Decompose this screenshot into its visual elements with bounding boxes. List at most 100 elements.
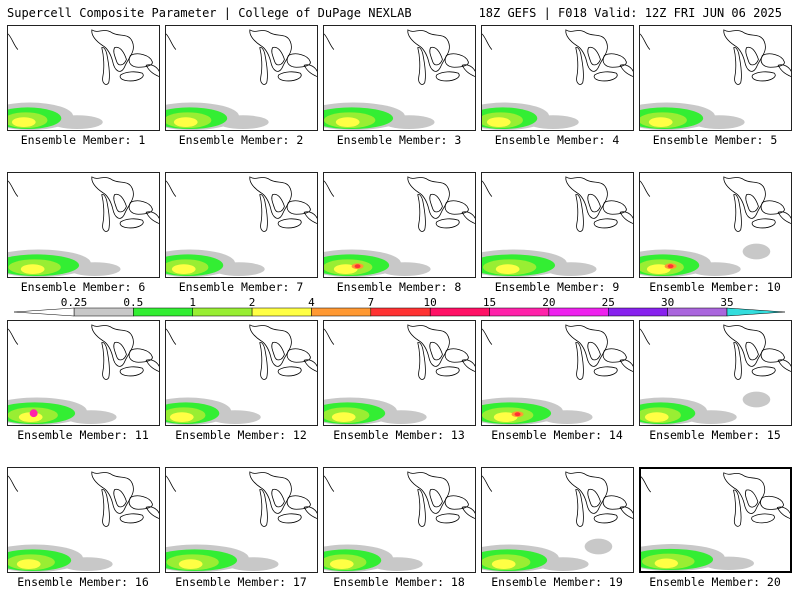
map-17 bbox=[166, 471, 317, 572]
great-lakes-outline bbox=[324, 324, 475, 380]
map-19 bbox=[482, 471, 633, 572]
colorbar-swatch bbox=[489, 307, 550, 317]
scp-gray-area bbox=[742, 391, 771, 408]
scp-gray-area bbox=[527, 115, 579, 130]
member-label-15: Ensemble Member: 15 bbox=[649, 428, 781, 442]
ensemble-panel-20[interactable] bbox=[639, 467, 792, 573]
great-lakes-outline bbox=[324, 176, 475, 232]
great-lakes-outline bbox=[324, 471, 475, 527]
scp-gray-area bbox=[703, 556, 754, 571]
page-title: Supercell Composite Parameter | College … bbox=[7, 6, 412, 20]
member-label-6: Ensemble Member: 6 bbox=[20, 280, 146, 294]
map-16 bbox=[8, 471, 159, 572]
map-10 bbox=[640, 176, 791, 277]
scp-gray-area bbox=[541, 410, 593, 425]
member-label-13: Ensemble Member: 13 bbox=[333, 428, 465, 442]
colorbar-swatch bbox=[429, 307, 490, 317]
ensemble-panel-10[interactable] bbox=[639, 172, 792, 278]
map-8 bbox=[324, 176, 475, 277]
scp-yellow-area bbox=[648, 117, 673, 128]
colorbar-tick-label: 7 bbox=[368, 296, 375, 309]
map-12 bbox=[166, 324, 317, 425]
colorbar-swatch bbox=[73, 307, 134, 317]
colorbar-swatch bbox=[251, 307, 312, 317]
map-15 bbox=[640, 324, 791, 425]
ensemble-panel-15[interactable] bbox=[639, 320, 792, 426]
scp-gray-area bbox=[379, 262, 431, 277]
scp-yellow-area bbox=[331, 412, 356, 423]
member-label-5: Ensemble Member: 5 bbox=[652, 133, 778, 147]
ensemble-panel-11[interactable] bbox=[7, 320, 160, 426]
ensemble-panel-6[interactable] bbox=[7, 172, 160, 278]
scp-gray-area bbox=[693, 115, 745, 130]
member-label-10: Ensemble Member: 10 bbox=[649, 280, 781, 294]
scp-magenta-area bbox=[29, 409, 38, 418]
ensemble-panel-16[interactable] bbox=[7, 467, 160, 573]
map-11 bbox=[8, 324, 159, 425]
colorbar-swatch bbox=[192, 307, 253, 317]
member-label-20: Ensemble Member: 20 bbox=[649, 575, 781, 589]
ensemble-panel-2[interactable] bbox=[165, 25, 318, 131]
colorbar-tick-label: 20 bbox=[542, 296, 555, 309]
member-label-11: Ensemble Member: 11 bbox=[17, 428, 149, 442]
member-label-4: Ensemble Member: 4 bbox=[494, 133, 620, 147]
scp-red-area bbox=[354, 264, 361, 269]
scp-gray-area bbox=[217, 115, 269, 130]
colorbar-tick-label: 2 bbox=[249, 296, 256, 309]
great-lakes-outline bbox=[640, 176, 791, 232]
scp-yellow-area bbox=[495, 264, 520, 275]
scp-gray-area bbox=[375, 410, 427, 425]
map-4 bbox=[482, 29, 633, 130]
ensemble-panel-13[interactable] bbox=[323, 320, 476, 426]
scp-gray-area bbox=[383, 115, 435, 130]
ensemble-panel-14[interactable] bbox=[481, 320, 634, 426]
scp-gray-area bbox=[69, 262, 121, 277]
ensemble-panel-5[interactable] bbox=[639, 25, 792, 131]
ensemble-panel-8[interactable] bbox=[323, 172, 476, 278]
map-13 bbox=[324, 324, 475, 425]
ensemble-panel-9[interactable] bbox=[481, 172, 634, 278]
great-lakes-outline bbox=[8, 29, 159, 85]
great-lakes-outline bbox=[166, 176, 317, 232]
great-lakes-outline bbox=[482, 29, 633, 85]
ensemble-panel-7[interactable] bbox=[165, 172, 318, 278]
ensemble-panel-3[interactable] bbox=[323, 25, 476, 131]
colorbar-tick-label: 1 bbox=[189, 296, 196, 309]
member-label-8: Ensemble Member: 8 bbox=[336, 280, 462, 294]
member-label-2: Ensemble Member: 2 bbox=[178, 133, 304, 147]
map-5 bbox=[640, 29, 791, 130]
scp-yellow-area bbox=[491, 559, 516, 570]
ensemble-panel-1[interactable] bbox=[7, 25, 160, 131]
great-lakes-outline bbox=[8, 176, 159, 232]
great-lakes-outline bbox=[324, 29, 475, 85]
member-label-17: Ensemble Member: 17 bbox=[175, 575, 307, 589]
member-label-14: Ensemble Member: 14 bbox=[491, 428, 623, 442]
scp-yellow-area bbox=[173, 117, 198, 128]
member-label-3: Ensemble Member: 3 bbox=[336, 133, 462, 147]
member-label-19: Ensemble Member: 19 bbox=[491, 575, 623, 589]
great-lakes-outline bbox=[640, 29, 791, 85]
scp-yellow-area bbox=[646, 264, 671, 275]
great-lakes-outline bbox=[641, 472, 790, 527]
map-9 bbox=[482, 176, 633, 277]
ensemble-panel-4[interactable] bbox=[481, 25, 634, 131]
scp-gray-area bbox=[213, 262, 265, 277]
scp-yellow-area bbox=[335, 117, 360, 128]
colorbar-swatch bbox=[370, 307, 431, 317]
ensemble-panel-12[interactable] bbox=[165, 320, 318, 426]
ensemble-panel-19[interactable] bbox=[481, 467, 634, 573]
ensemble-panel-17[interactable] bbox=[165, 467, 318, 573]
colorbar-swatch bbox=[667, 307, 728, 317]
colorbar-tick-label: 0.25 bbox=[61, 296, 88, 309]
ensemble-panel-18[interactable] bbox=[323, 467, 476, 573]
map-18 bbox=[324, 471, 475, 572]
colorbar-tick-label: 25 bbox=[602, 296, 615, 309]
great-lakes-outline bbox=[8, 471, 159, 527]
scp-gray-area bbox=[61, 557, 113, 572]
colorbar-tick-label: 0.5 bbox=[123, 296, 143, 309]
scp-gray-area bbox=[209, 410, 261, 425]
map-6 bbox=[8, 176, 159, 277]
scp-gray-area bbox=[584, 538, 613, 555]
scp-yellow-area bbox=[16, 559, 41, 570]
colorbar-tick-label: 15 bbox=[483, 296, 496, 309]
